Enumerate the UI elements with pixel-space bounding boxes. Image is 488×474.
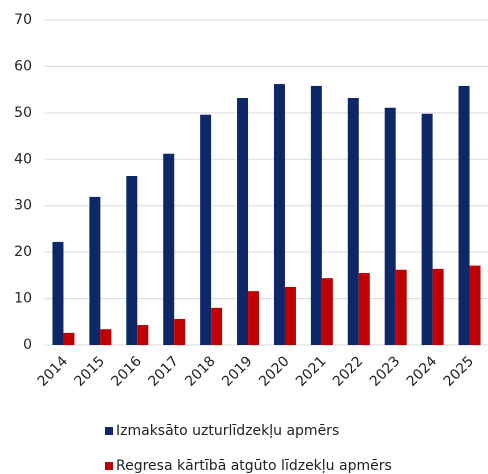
- y-tick-label: 30: [14, 198, 32, 214]
- x-tick-label: 2025: [441, 353, 478, 390]
- bar: [89, 196, 101, 345]
- bar: [310, 85, 322, 345]
- x-tick-label: 2017: [145, 353, 182, 390]
- x-tick-label: 2024: [404, 353, 441, 390]
- x-tick-label: 2014: [35, 353, 72, 390]
- x-tick-label: 2023: [367, 353, 404, 390]
- bar: [137, 325, 149, 345]
- bar: [248, 291, 260, 345]
- x-tick-label: 2015: [72, 353, 109, 390]
- bar: [458, 85, 470, 345]
- bar: [237, 98, 249, 345]
- bar: [273, 84, 285, 346]
- x-tick-label: 2019: [219, 353, 256, 390]
- bar: [100, 329, 112, 345]
- y-tick-label: 70: [14, 12, 32, 28]
- y-tick-label: 50: [14, 105, 32, 121]
- bar: [63, 332, 75, 345]
- bar: [126, 176, 138, 345]
- bar: [469, 265, 481, 345]
- legend-swatch: [105, 462, 113, 470]
- legend-label: Izmaksāto uzturlīdzekļu apmērs: [116, 423, 339, 439]
- x-tick-label: 2022: [330, 353, 367, 390]
- y-tick-label: 20: [14, 244, 32, 260]
- bar: [395, 269, 407, 345]
- bar: [174, 319, 186, 345]
- bar: [358, 273, 370, 345]
- bar: [421, 113, 433, 346]
- bar: [321, 278, 333, 345]
- bar: [211, 307, 223, 345]
- legend-label: Regresa kārtībā atgūto līdzekļu apmērs: [116, 458, 392, 474]
- x-tick-label: 2021: [293, 353, 330, 390]
- x-tick-label: 2016: [108, 353, 145, 390]
- bar: [52, 241, 64, 345]
- bar: [200, 114, 212, 345]
- y-tick-label: 0: [23, 337, 32, 353]
- bar: [284, 286, 296, 345]
- bar: [384, 107, 396, 345]
- y-tick-label: 60: [14, 58, 32, 74]
- bar: [163, 153, 175, 345]
- y-tick-label: 40: [14, 151, 32, 167]
- y-tick-label: 10: [14, 291, 32, 307]
- x-tick-label: 2020: [256, 353, 293, 390]
- legend-swatch: [105, 427, 113, 435]
- bar: [432, 268, 444, 345]
- bar: [347, 98, 359, 345]
- x-tick-label: 2018: [182, 353, 219, 390]
